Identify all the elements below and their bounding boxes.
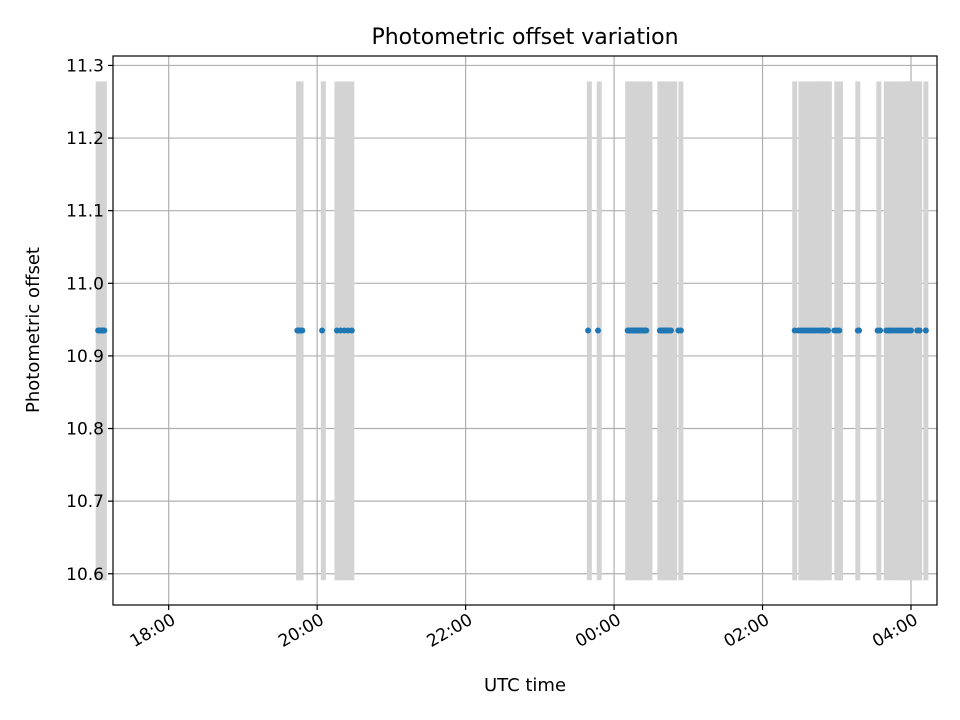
- x-tick-label: 04:00: [869, 610, 921, 652]
- data-point: [585, 327, 592, 334]
- data-point: [299, 327, 306, 334]
- y-tick-label: 11.3: [66, 56, 104, 76]
- x-tick-label: 02:00: [721, 610, 773, 652]
- data-point: [836, 327, 843, 334]
- exposure-band: [672, 81, 678, 581]
- data-point: [908, 327, 915, 334]
- data-point: [856, 327, 863, 334]
- data-point: [667, 327, 674, 334]
- data-point: [319, 327, 326, 334]
- data-point: [825, 327, 832, 334]
- y-tick-label: 11.1: [66, 202, 104, 222]
- data-point: [101, 327, 108, 334]
- y-tick-label: 11.0: [66, 274, 104, 294]
- data-point: [677, 327, 684, 334]
- y-tick-label: 10.6: [66, 565, 104, 585]
- y-tick-label: 10.9: [66, 347, 104, 367]
- x-tick-label: 00:00: [572, 610, 624, 652]
- x-tick-label: 20:00: [275, 610, 327, 652]
- x-tick-label: 22:00: [424, 610, 476, 652]
- exposure-band: [647, 81, 653, 581]
- data-point: [922, 327, 929, 334]
- data-point: [594, 327, 601, 334]
- plot-frame: [112, 55, 938, 606]
- data-point: [877, 327, 884, 334]
- data-point: [643, 327, 650, 334]
- y-tick-label: 11.2: [66, 129, 104, 149]
- y-tick-label: 10.8: [66, 420, 104, 440]
- data-point-layer: [95, 327, 929, 334]
- x-tick-label: 18:00: [127, 610, 179, 652]
- y-tick-label: 10.7: [66, 492, 104, 512]
- x-axis-label: UTC time: [484, 675, 566, 696]
- y-axis-label: Photometric offset: [23, 247, 44, 413]
- data-point: [348, 327, 355, 334]
- data-point: [916, 327, 923, 334]
- chart-title: Photometric offset variation: [371, 25, 678, 50]
